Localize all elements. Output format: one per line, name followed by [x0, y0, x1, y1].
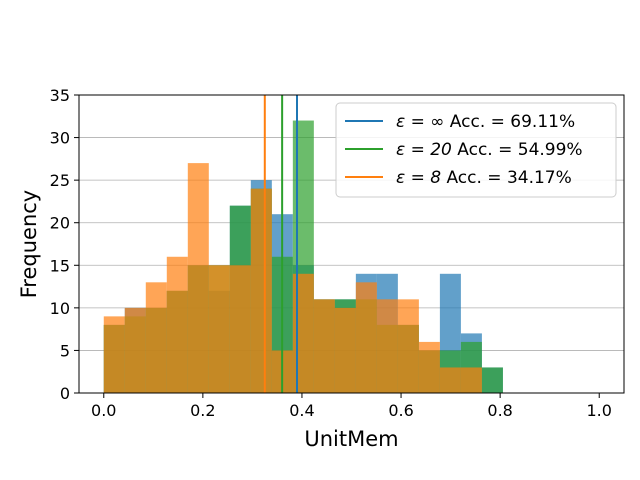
y-tick-label: 15 [50, 256, 70, 275]
plot-frame [78, 94, 625, 394]
x-tick-label: 0.6 [388, 401, 413, 420]
bar-series2-bin7 [250, 188, 272, 393]
bar-series2-bin10 [313, 299, 335, 393]
bar-series2-bin2 [145, 282, 167, 393]
y-axis-label: Frequency [17, 190, 41, 299]
bar-series2-bin12 [355, 282, 377, 393]
x-tick-label: 0.4 [289, 401, 314, 420]
legend-box [335, 102, 617, 198]
legend: ε = ∞ Acc. = 69.11% ε = 20 Acc. = 54.99% ε… [335, 102, 617, 198]
bar-series2-bin5 [208, 265, 230, 393]
bar-series2-bin6 [229, 265, 251, 393]
legend-label-0: ε = ∞ Acc. = 69.11% [396, 112, 575, 132]
bar-series2-bin13 [376, 299, 398, 393]
bar-series2-bin16 [439, 367, 461, 393]
y-tick-label: 30 [50, 129, 70, 148]
x-axis-label: UnitMem [304, 427, 398, 451]
x-tick-label: 0.2 [190, 401, 215, 420]
bar-series2-bin9 [292, 273, 314, 393]
bar-series2-bin0 [103, 316, 125, 393]
bar-series2-bin15 [418, 341, 440, 393]
x-tick-label: 1.0 [587, 401, 612, 420]
bar-series2-bin14 [397, 299, 419, 393]
x-tick-label: 0.0 [91, 401, 116, 420]
y-tick-label: 20 [50, 214, 70, 233]
bar-series2-bin11 [334, 307, 356, 393]
x-tick-label: 0.8 [487, 401, 512, 420]
y-tick-label: 35 [50, 86, 70, 105]
mean-lines [263, 95, 298, 393]
bar-series2-bin17 [460, 367, 482, 393]
bar-series2-bin4 [187, 163, 209, 393]
y-tick-label: 5 [60, 341, 70, 360]
y-tick-label: 25 [50, 171, 70, 190]
bar-series1-bin18 [481, 367, 503, 393]
y-tick-label: 0 [60, 384, 70, 403]
legend-label-1: ε = 20 Acc. = 54.99% [396, 140, 583, 160]
y-axis: 0 5 10 15 20 25 30 35 [50, 86, 79, 403]
x-axis: 0.0 0.2 0.4 0.6 0.8 1.0 [91, 393, 612, 420]
legend-label-2: ε = 8 Acc. = 34.17% [396, 168, 572, 188]
bar-series2-bin3 [166, 256, 188, 393]
histogram-bars [103, 120, 503, 394]
y-tick-label: 10 [50, 299, 70, 318]
bar-series2-bin1 [124, 307, 146, 393]
